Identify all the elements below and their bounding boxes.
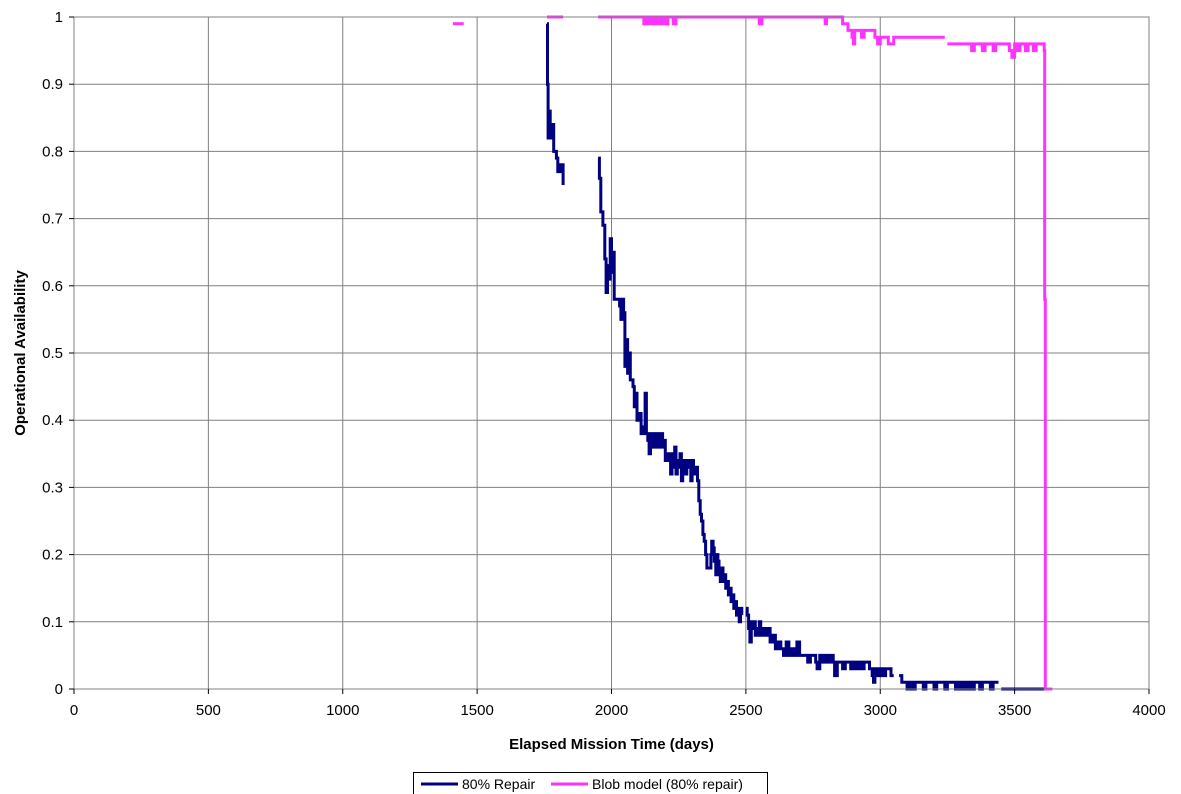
x-tick-label: 2500: [729, 702, 762, 719]
series-line-segment: [947, 42, 1053, 691]
grid-lines: [74, 17, 1149, 689]
y-tick-label: 0: [55, 681, 63, 698]
series-line-segment: [745, 606, 894, 684]
series-line-segment: [546, 22, 565, 185]
y-axis-ticks: 0 0.1 0.2 0.3 0.4 0.5 0.6 0.7 0.8 0.9 1: [42, 9, 74, 698]
x-tick-label: 500: [196, 702, 221, 719]
series-80-repair: [546, 22, 1047, 691]
series-line-segment: [598, 15, 945, 46]
legend: 80% Repair Blob model (80% repair): [413, 772, 768, 794]
x-axis-ticks: 0 500 1000 1500 2000 2500 3000 3500 4000: [70, 689, 1166, 719]
y-axis-title: Operational Availability: [12, 270, 29, 436]
x-tick-label: 3000: [864, 702, 897, 719]
x-tick-label: 4000: [1132, 702, 1165, 719]
legend-label-80-repair: 80% Repair: [462, 776, 535, 792]
legend-box: [413, 772, 768, 794]
y-tick-label: 0.1: [42, 614, 63, 631]
x-axis-title: Elapsed Mission Time (days): [509, 736, 714, 753]
y-tick-label: 0.2: [42, 547, 63, 564]
y-tick-label: 0.7: [42, 211, 63, 228]
x-tick-label: 0: [70, 702, 78, 719]
x-tick-label: 2000: [595, 702, 628, 719]
y-tick-label: 0.5: [42, 345, 63, 362]
series-line-segment: [597, 156, 744, 624]
y-tick-label: 1: [55, 9, 63, 26]
y-tick-label: 0.4: [42, 412, 63, 429]
x-tick-label: 3500: [998, 702, 1031, 719]
y-tick-label: 0.6: [42, 278, 63, 295]
legend-label-blob-model: Blob model (80% repair): [592, 776, 743, 792]
x-tick-label: 1000: [326, 702, 359, 719]
y-tick-label: 0.8: [42, 143, 63, 160]
y-tick-label: 0.9: [42, 76, 63, 93]
x-tick-label: 1500: [460, 702, 493, 719]
series-line-segment: [899, 674, 999, 691]
y-tick-label: 0.3: [42, 479, 63, 496]
